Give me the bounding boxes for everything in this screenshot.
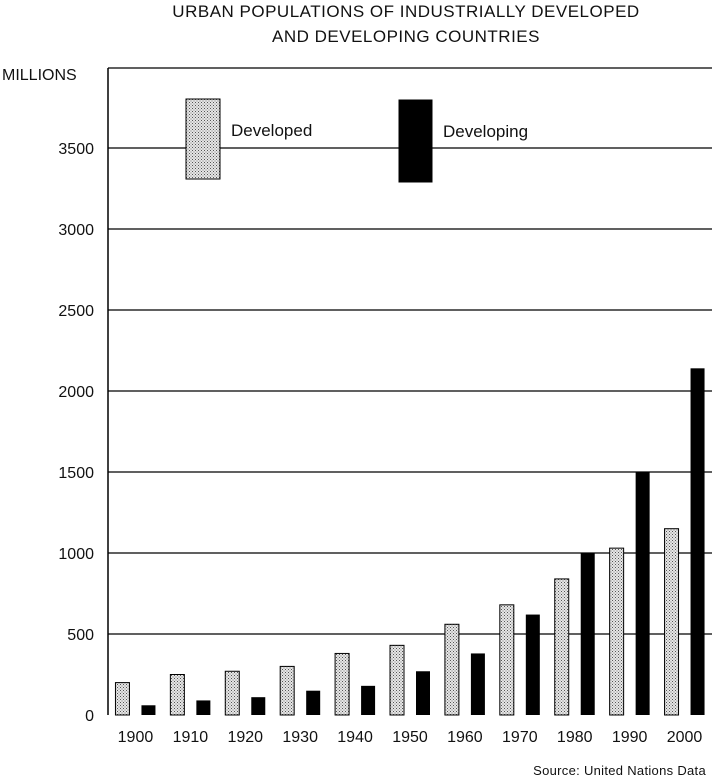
x-tick-label-1910: 1910 — [173, 729, 209, 746]
x-tick-label-1960: 1960 — [447, 729, 483, 746]
bar-developing-2000 — [690, 368, 705, 715]
bar-developing-1990 — [635, 472, 650, 715]
legend-swatch-developing — [398, 99, 433, 183]
bar-developing-1930 — [306, 690, 321, 715]
y-tick-label-2500: 2500 — [58, 303, 94, 320]
source-note: Source: United Nations Data — [533, 763, 706, 778]
bar-developed-1940 — [334, 652, 350, 716]
y-tick-label-1500: 1500 — [58, 465, 94, 482]
x-axis-ticks: 1900 1910 1920 1930 1940 1950 1960 1970 1980 1990… — [118, 729, 703, 746]
bar-developing-1950 — [416, 671, 430, 715]
bar-developed-1930 — [279, 665, 295, 716]
bars — [114, 368, 705, 716]
bar-developing-1940 — [361, 685, 376, 715]
y-tick-label-0: 0 — [85, 708, 94, 725]
x-tick-label-1900: 1900 — [118, 729, 154, 746]
bar-developed-1960 — [444, 623, 460, 716]
bar-developed-1900 — [114, 682, 130, 716]
bar-developing-1960 — [470, 653, 485, 715]
x-tick-label-1970: 1970 — [502, 729, 538, 746]
bar-developed-1910 — [169, 674, 185, 716]
bar-developing-1920 — [251, 697, 266, 715]
legend-swatch-developed — [185, 98, 221, 180]
y-tick-label-3500: 3500 — [58, 141, 94, 158]
y-axis-label: MILLIONS — [2, 67, 77, 84]
bar-developing-1910 — [196, 700, 211, 715]
grid — [108, 67, 712, 635]
bar-developed-1970 — [499, 604, 515, 716]
y-axis-ticks: 0 500 1000 1500 2000 2500 3000 3500 — [58, 141, 94, 725]
x-tick-label-1980: 1980 — [557, 729, 593, 746]
y-tick-label-1000: 1000 — [58, 546, 94, 563]
x-tick-label-1950: 1950 — [392, 729, 428, 746]
y-tick-label-500: 500 — [67, 627, 94, 644]
bar-developed-1950 — [389, 644, 405, 716]
bar-developing-1980 — [580, 553, 595, 715]
chart-title: URBAN POPULATIONS OF INDUSTRIALLY DEVELO… — [172, 2, 639, 21]
bar-developing-1900 — [141, 705, 156, 715]
chart-subtitle: AND DEVELOPING COUNTRIES — [272, 27, 540, 46]
legend-label-developed: Developed — [231, 121, 312, 140]
x-tick-label-1930: 1930 — [282, 729, 318, 746]
bar-developing-1970 — [525, 614, 540, 715]
bar-developed-1980 — [554, 578, 570, 716]
y-tick-label-3000: 3000 — [58, 222, 94, 239]
bar-developed-1990 — [609, 547, 625, 716]
x-tick-label-1990: 1990 — [612, 729, 648, 746]
x-tick-label-1920: 1920 — [227, 729, 263, 746]
x-tick-label-1940: 1940 — [337, 729, 373, 746]
legend-label-developing: Developing — [443, 122, 528, 141]
bar-developed-2000 — [664, 528, 680, 716]
bar-developed-1920 — [224, 670, 240, 716]
legend: Developed Developing — [185, 98, 528, 183]
x-tick-label-2000: 2000 — [667, 729, 703, 746]
y-tick-label-2000: 2000 — [58, 384, 94, 401]
